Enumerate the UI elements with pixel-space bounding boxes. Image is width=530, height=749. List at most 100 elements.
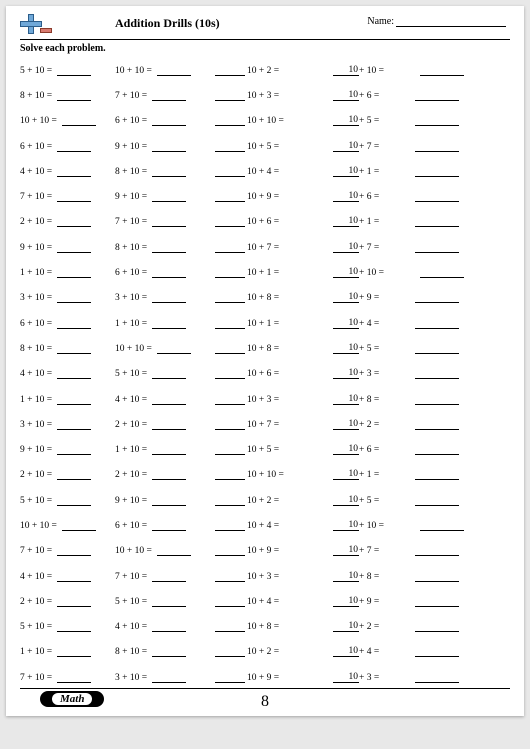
leading-blank-with-operand[interactable]: 10 (333, 647, 359, 657)
leading-blank[interactable] (215, 243, 245, 253)
leading-blank[interactable] (215, 116, 245, 126)
leading-blank-with-operand[interactable]: 10 (333, 369, 359, 379)
leading-blank[interactable] (215, 293, 245, 303)
answer-blank[interactable] (57, 673, 91, 683)
leading-blank[interactable] (215, 470, 245, 480)
leading-blank[interactable] (215, 622, 245, 632)
answer-blank[interactable] (152, 369, 186, 379)
leading-blank[interactable] (215, 66, 245, 76)
leading-blank-with-operand[interactable]: 10 (333, 319, 359, 329)
answer-blank[interactable] (57, 420, 91, 430)
answer-blank[interactable] (57, 192, 91, 202)
answer-blank[interactable] (62, 116, 96, 126)
answer-blank[interactable] (57, 470, 91, 480)
answer-blank[interactable] (57, 597, 91, 607)
answer-blank[interactable] (152, 597, 186, 607)
leading-blank[interactable] (215, 673, 245, 683)
answer-blank[interactable] (57, 647, 91, 657)
answer-blank[interactable] (415, 546, 459, 556)
answer-blank[interactable] (152, 319, 186, 329)
leading-blank[interactable] (215, 192, 245, 202)
leading-blank[interactable] (215, 420, 245, 430)
answer-blank[interactable] (57, 167, 91, 177)
answer-blank[interactable] (57, 217, 91, 227)
answer-blank[interactable] (152, 496, 186, 506)
answer-blank[interactable] (415, 445, 459, 455)
answer-blank[interactable] (415, 142, 459, 152)
answer-blank[interactable] (415, 622, 459, 632)
leading-blank-with-operand[interactable]: 10 (333, 622, 359, 632)
answer-blank[interactable] (152, 167, 186, 177)
answer-blank[interactable] (62, 521, 96, 531)
answer-blank[interactable] (415, 572, 459, 582)
leading-blank[interactable] (215, 572, 245, 582)
leading-blank-with-operand[interactable]: 10 (333, 546, 359, 556)
answer-blank[interactable] (157, 546, 191, 556)
answer-blank[interactable] (152, 395, 186, 405)
answer-blank[interactable] (152, 572, 186, 582)
leading-blank-with-operand[interactable]: 10 (333, 243, 359, 253)
answer-blank[interactable] (152, 470, 186, 480)
answer-blank[interactable] (57, 91, 91, 101)
leading-blank[interactable] (215, 167, 245, 177)
answer-blank[interactable] (57, 369, 91, 379)
leading-blank-with-operand[interactable]: 10 (333, 268, 359, 278)
leading-blank[interactable] (215, 369, 245, 379)
leading-blank[interactable] (215, 395, 245, 405)
leading-blank[interactable] (215, 268, 245, 278)
answer-blank[interactable] (152, 116, 186, 126)
leading-blank-with-operand[interactable]: 10 (333, 521, 359, 531)
leading-blank[interactable] (215, 546, 245, 556)
answer-blank[interactable] (57, 622, 91, 632)
answer-blank[interactable] (152, 445, 186, 455)
answer-blank[interactable] (152, 217, 186, 227)
answer-blank[interactable] (152, 268, 186, 278)
answer-blank[interactable] (420, 66, 464, 76)
leading-blank[interactable] (215, 217, 245, 227)
answer-blank[interactable] (415, 470, 459, 480)
leading-blank-with-operand[interactable]: 10 (333, 572, 359, 582)
answer-blank[interactable] (415, 192, 459, 202)
answer-blank[interactable] (152, 622, 186, 632)
leading-blank[interactable] (215, 597, 245, 607)
answer-blank[interactable] (57, 546, 91, 556)
answer-blank[interactable] (152, 293, 186, 303)
answer-blank[interactable] (152, 91, 186, 101)
answer-blank[interactable] (57, 66, 91, 76)
leading-blank[interactable] (215, 91, 245, 101)
answer-blank[interactable] (152, 420, 186, 430)
leading-blank-with-operand[interactable]: 10 (333, 91, 359, 101)
answer-blank[interactable] (420, 521, 464, 531)
answer-blank[interactable] (57, 319, 91, 329)
answer-blank[interactable] (415, 243, 459, 253)
answer-blank[interactable] (415, 395, 459, 405)
answer-blank[interactable] (415, 217, 459, 227)
leading-blank-with-operand[interactable]: 10 (333, 66, 359, 76)
answer-blank[interactable] (415, 673, 459, 683)
leading-blank-with-operand[interactable]: 10 (333, 597, 359, 607)
answer-blank[interactable] (57, 268, 91, 278)
answer-blank[interactable] (152, 192, 186, 202)
leading-blank-with-operand[interactable]: 10 (333, 192, 359, 202)
answer-blank[interactable] (57, 243, 91, 253)
leading-blank-with-operand[interactable]: 10 (333, 496, 359, 506)
answer-blank[interactable] (152, 521, 186, 531)
leading-blank-with-operand[interactable]: 10 (333, 142, 359, 152)
answer-blank[interactable] (415, 420, 459, 430)
answer-blank[interactable] (57, 344, 91, 354)
leading-blank[interactable] (215, 319, 245, 329)
answer-blank[interactable] (157, 344, 191, 354)
leading-blank[interactable] (215, 142, 245, 152)
leading-blank-with-operand[interactable]: 10 (333, 445, 359, 455)
leading-blank-with-operand[interactable]: 10 (333, 167, 359, 177)
answer-blank[interactable] (57, 496, 91, 506)
answer-blank[interactable] (415, 496, 459, 506)
answer-blank[interactable] (57, 445, 91, 455)
answer-blank[interactable] (415, 293, 459, 303)
answer-blank[interactable] (415, 647, 459, 657)
answer-blank[interactable] (420, 268, 464, 278)
answer-blank[interactable] (415, 319, 459, 329)
answer-blank[interactable] (415, 167, 459, 177)
answer-blank[interactable] (57, 572, 91, 582)
leading-blank-with-operand[interactable]: 10 (333, 116, 359, 126)
